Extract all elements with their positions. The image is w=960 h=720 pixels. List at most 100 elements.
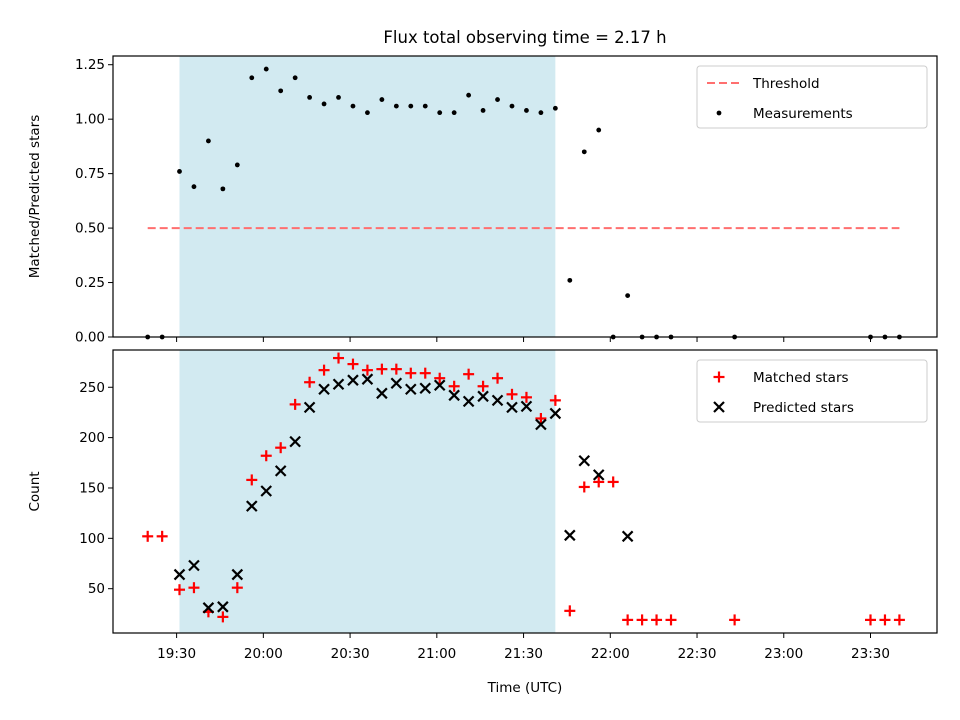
chart-title: Flux total observing time = 2.17 h: [383, 28, 666, 47]
x-b: [376, 387, 388, 400]
x-tick-label: 21:00: [417, 646, 456, 662]
predicted-star-point: [462, 395, 475, 408]
measurement-point: [596, 127, 602, 133]
y-tick-label: 50: [88, 581, 105, 597]
series-predicted-stars: [173, 373, 634, 614]
measurement-point: [307, 94, 313, 100]
measurement-point: [437, 110, 443, 116]
y-tick-label: 150: [79, 480, 105, 496]
legend: Threshold Measurements: [696, 65, 928, 129]
x-b: [217, 601, 229, 613]
measurement-point: [393, 103, 399, 109]
matched-star-point: [520, 391, 532, 403]
measurement-point: [625, 293, 631, 299]
y-tick-label: 0.00: [75, 330, 105, 346]
x-axis-label: Time (UTC): [487, 680, 563, 696]
matched-star-point: [231, 582, 243, 594]
measurement-point: [206, 138, 211, 144]
legend-label: Threshold: [752, 76, 820, 92]
matched-star-point: [622, 614, 634, 626]
predicted-star-point: [188, 559, 200, 572]
predicted-star-point: [332, 378, 345, 391]
predicted-star-point: [535, 418, 547, 431]
x-b: [303, 401, 316, 414]
predicted-star-point: [217, 601, 229, 613]
x-b: [462, 395, 475, 408]
x-b: [713, 401, 725, 413]
legend-predicted-swatch: [713, 401, 725, 413]
measurement-point: [466, 92, 472, 98]
legend-box: [696, 359, 928, 423]
matched-star-point: [405, 367, 417, 379]
measurement-point: [292, 75, 298, 81]
x-b: [361, 373, 374, 385]
y-tick-label: 250: [79, 380, 105, 396]
legend-box: [696, 65, 928, 129]
matched-star-point: [665, 614, 677, 626]
measurement-point: [379, 97, 385, 102]
predicted-star-point: [390, 377, 403, 390]
predicted-star-point: [246, 500, 258, 512]
matched-star-point: [142, 530, 154, 542]
x-b: [477, 390, 489, 403]
measurement-point: [495, 97, 500, 102]
matched-star-point: [448, 380, 460, 392]
predicted-star-point: [347, 374, 359, 386]
matched-star-point: [376, 363, 388, 375]
measurement-point: [249, 75, 255, 81]
measurement-point: [191, 184, 197, 190]
x-b: [578, 455, 591, 467]
measurement-point: [552, 105, 558, 111]
x-b: [448, 389, 460, 402]
predicted-star-point: [592, 469, 605, 481]
predicted-star-point: [303, 401, 316, 414]
matched-star-point: [188, 582, 200, 594]
predicted-star-point: [289, 435, 301, 448]
x-b: [621, 530, 634, 543]
matched-star-point: [347, 358, 359, 370]
x-tick-label: 19:30: [157, 646, 196, 662]
matched-star-point: [463, 368, 475, 380]
measurement-point: [350, 103, 356, 109]
x-b: [433, 379, 446, 392]
x-b: [549, 407, 562, 420]
matched-star-point: [260, 450, 272, 462]
predicted-star-point: [506, 401, 518, 414]
x-b: [506, 401, 518, 414]
matched-star-point: [651, 614, 663, 626]
predicted-star-point: [260, 485, 273, 497]
predicted-star-point: [318, 383, 330, 396]
legend-label: Measurements: [753, 106, 853, 122]
matched-star-point: [636, 614, 648, 626]
x-tick-label: 20:30: [331, 646, 370, 662]
axes-frame: [112, 349, 938, 634]
x-tick-label: 22:30: [678, 646, 717, 662]
matched-star-point: [217, 611, 229, 623]
matched-star-point: [156, 530, 168, 542]
matched-star-point: [535, 412, 547, 424]
predicted-star-point: [433, 379, 446, 392]
x-b: [592, 469, 605, 481]
x-b: [390, 377, 403, 390]
predicted-star-point: [376, 387, 388, 400]
x-b: [318, 383, 330, 396]
measurement-point: [177, 169, 182, 174]
matched-star-point: [246, 474, 258, 486]
measurement-point: [509, 103, 515, 109]
matched-star-point: [477, 380, 489, 392]
observing-span-shade: [179, 56, 556, 337]
measurement-point: [336, 94, 341, 100]
matched-star-point: [879, 614, 891, 626]
predicted-star-point: [173, 568, 186, 581]
y-tick-label: 0.50: [75, 221, 105, 237]
matched-star-point: [434, 372, 446, 384]
x-tick-label: 20:00: [244, 646, 283, 662]
measurement-point: [263, 66, 269, 72]
matched-star-point: [506, 388, 518, 400]
predicted-star-point: [231, 568, 244, 581]
x-b: [289, 435, 301, 448]
measurement-point: [278, 88, 284, 94]
x-b: [347, 374, 359, 386]
legend-measurement-swatch: [716, 110, 722, 116]
measurement-point: [408, 103, 414, 109]
